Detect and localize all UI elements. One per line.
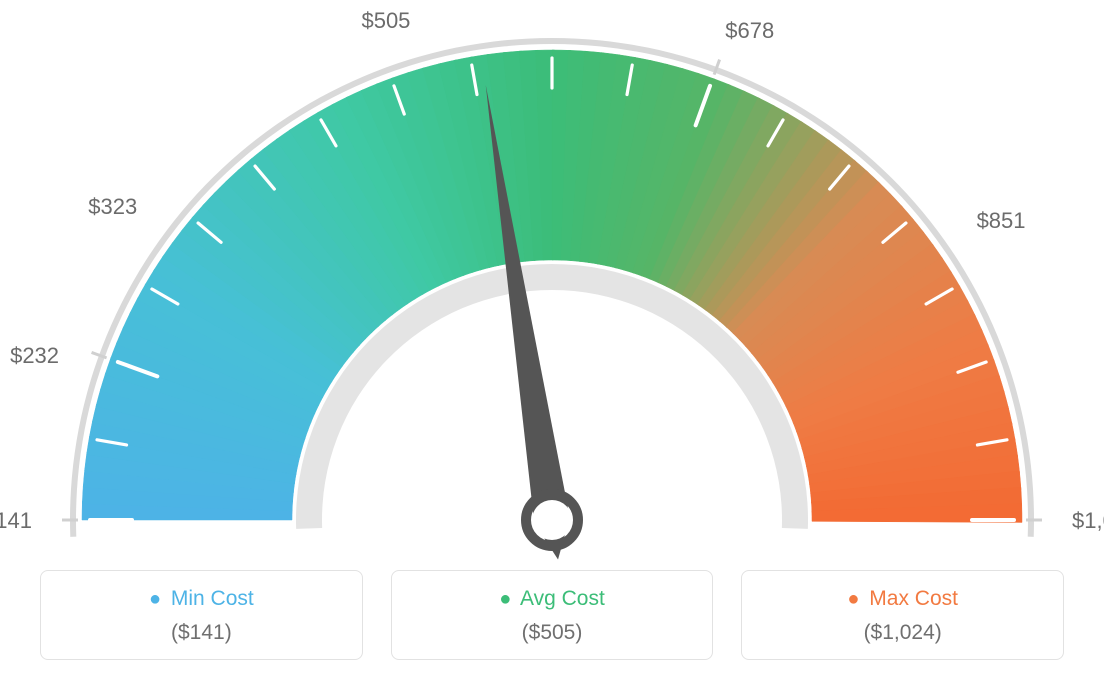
scale-label: $851: [977, 208, 1026, 234]
legend-card: ● Max Cost ($1,024): [741, 570, 1064, 660]
legend-value: ($141): [51, 621, 352, 645]
legend-value: ($1,024): [752, 621, 1053, 645]
scale-label: $232: [0, 343, 59, 369]
legend-label: Avg Cost: [520, 587, 605, 610]
legend-card: ● Avg Cost ($505): [391, 570, 714, 660]
scale-label: $141: [0, 508, 32, 534]
bullet-icon: ●: [847, 588, 859, 610]
legend-title: ● Avg Cost: [402, 587, 703, 611]
legend-title: ● Min Cost: [51, 587, 352, 611]
legend-label: Max Cost: [869, 587, 958, 610]
legend-value: ($505): [402, 621, 703, 645]
bullet-icon: ●: [149, 588, 161, 610]
legend-row: ● Min Cost ($141) ● Avg Cost ($505) ● Max Co…: [40, 570, 1064, 660]
scale-label: $505: [340, 8, 410, 34]
gauge-svg: [0, 0, 1104, 560]
legend-label: Min Cost: [171, 587, 254, 610]
legend-title: ● Max Cost: [752, 587, 1053, 611]
bullet-icon: ●: [499, 588, 511, 610]
scale-label: $1,024: [1072, 508, 1104, 534]
scale-label: $678: [725, 18, 774, 44]
chart-container: $141 $232 $323 $505 $678 $851 $1,024 ● Min Cos…: [0, 0, 1104, 690]
scale-label: $323: [67, 194, 137, 220]
legend-card: ● Min Cost ($141): [40, 570, 363, 660]
gauge: $141 $232 $323 $505 $678 $851 $1,024: [0, 0, 1104, 560]
